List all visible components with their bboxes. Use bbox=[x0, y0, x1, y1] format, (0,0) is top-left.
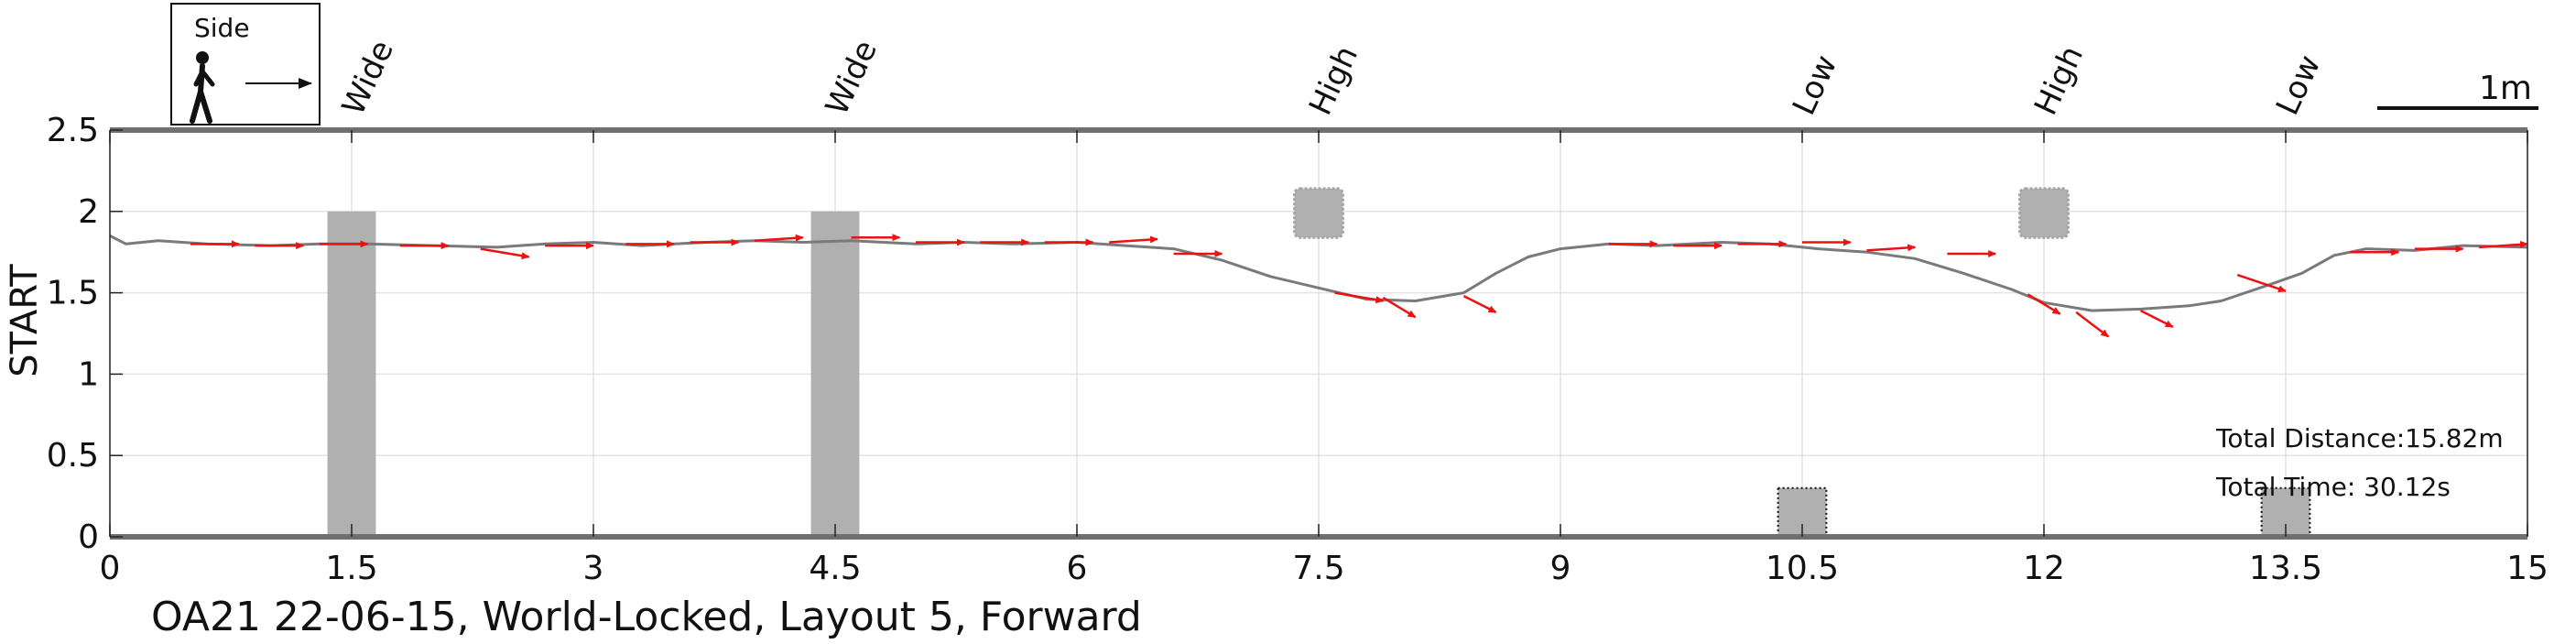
obstacle-low-3 bbox=[1777, 486, 1828, 538]
x-tick-label: 3 bbox=[583, 550, 604, 587]
y-tick-label: 2 bbox=[78, 193, 99, 231]
heading-arrow bbox=[1866, 244, 1917, 252]
heading-arrow bbox=[1334, 291, 1385, 304]
x-tick-label: 7.5 bbox=[1292, 550, 1344, 587]
heading-arrow bbox=[2027, 293, 2061, 315]
total-distance-text: Total Distance:15.82m bbox=[2215, 423, 2504, 453]
legend-label: Side bbox=[194, 13, 250, 43]
heading-arrow bbox=[480, 247, 530, 260]
x-tick-label: 10.5 bbox=[1766, 550, 1839, 587]
y-tick-label: 0.5 bbox=[47, 437, 99, 475]
heading-arrow bbox=[2479, 240, 2528, 249]
heading-arrow bbox=[754, 234, 804, 243]
y-tick-labels: 0 0.5 1 1.5 2 2.5 bbox=[47, 112, 99, 556]
chart-title: OA21 22-06-15, World-Locked, Layout 5, F… bbox=[151, 594, 1142, 640]
y-axis-label: START bbox=[4, 264, 46, 377]
y-tick-label: 0 bbox=[78, 518, 99, 556]
y-tick-label: 2.5 bbox=[47, 112, 99, 149]
obstacle-label-high: High bbox=[1302, 40, 1365, 121]
y-tick-label: 1.5 bbox=[47, 275, 99, 312]
legend: Side bbox=[170, 3, 321, 126]
axes-frame bbox=[109, 127, 2528, 540]
obstacle-label-wide: Wide bbox=[335, 35, 401, 121]
heading-arrow bbox=[1109, 235, 1158, 244]
y-tick-label: 1 bbox=[78, 355, 99, 393]
heading-arrow bbox=[1462, 295, 1497, 314]
obstacle-label-high: High bbox=[2027, 40, 2091, 121]
scale-bar-label: 1m bbox=[2479, 70, 2532, 107]
heading-arrow bbox=[2140, 310, 2174, 329]
obstacle-wide-0 bbox=[327, 211, 376, 538]
heading-arrow bbox=[2236, 273, 2287, 293]
trajectory-line-0 bbox=[109, 235, 2528, 312]
heading-arrows bbox=[190, 234, 2528, 338]
x-tick-labels: 0 1.5 3 4.5 6 7.5 9 10.5 12 13.5 15 bbox=[100, 550, 2549, 587]
x-tick-label: 9 bbox=[1550, 550, 1571, 587]
walking-person-icon bbox=[190, 51, 215, 124]
x-tick-label: 15 bbox=[2506, 550, 2549, 587]
obstacle-label-low: Low bbox=[2269, 49, 2329, 121]
obstacle-wide-1 bbox=[810, 211, 860, 538]
x-tick-label: 0 bbox=[100, 550, 121, 587]
obstacles bbox=[327, 187, 2311, 538]
obstacle-label-low: Low bbox=[1786, 49, 1845, 121]
obstacle-high-4 bbox=[2018, 187, 2070, 239]
x-tick-label: 4.5 bbox=[809, 550, 861, 587]
heading-arrow bbox=[2075, 311, 2110, 338]
x-tick-label: 1.5 bbox=[325, 550, 377, 587]
scale-bar: 1m bbox=[2377, 70, 2538, 110]
obstacle-labels: Wide Wide High Low High Low bbox=[335, 35, 2329, 121]
total-time-text: Total Time: 30.12s bbox=[2215, 472, 2451, 502]
x-tick-label: 13.5 bbox=[2249, 550, 2322, 587]
x-tick-label: 6 bbox=[1067, 550, 1088, 587]
obstacle-label-wide: Wide bbox=[819, 35, 885, 121]
heading-arrow bbox=[1382, 296, 1417, 319]
x-tick-label: 12 bbox=[2023, 550, 2065, 587]
path-series bbox=[109, 235, 2528, 312]
obstacle-high-2 bbox=[1293, 187, 1344, 239]
